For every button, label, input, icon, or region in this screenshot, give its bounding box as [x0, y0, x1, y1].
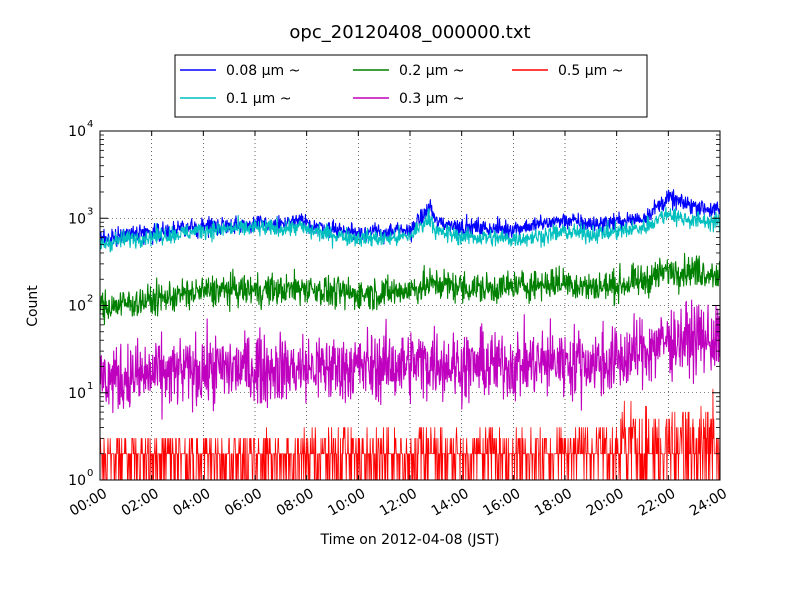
legend: 0.08 μm ~ 0.1 μm ~ 0.2 μm ~ 0.3 μm ~ 0.5 μm …: [174, 54, 648, 118]
y-tick-exponent: 0: [87, 468, 93, 479]
series-line: [100, 299, 720, 420]
legend-label: 0.2 μm ~: [399, 63, 464, 79]
y-tick-base: 10: [68, 211, 86, 227]
chart-title: opc_20120408_000000.txt: [289, 22, 530, 43]
legend-item: 0.5 μm ~: [512, 63, 623, 79]
legend-label: 0.5 μm ~: [558, 63, 623, 79]
legend-item: 0.3 μm ~: [353, 91, 464, 107]
legend-item: 0.08 μm ~: [180, 63, 300, 79]
y-tick-base: 10: [68, 299, 86, 315]
axis-ticks: [99, 130, 721, 481]
legend-box: [174, 54, 648, 118]
x-axis-label: Time on 2012-04-08 (JST): [320, 532, 500, 548]
y-tick-label: 10 0: [68, 468, 93, 489]
series-line: [100, 388, 720, 480]
legend-label: 0.08 μm ~: [226, 63, 300, 79]
y-tick-base: 10: [68, 473, 86, 489]
legend-label: 0.3 μm ~: [399, 91, 464, 107]
y-tick-label: 10 3: [68, 206, 93, 227]
legend-item: 0.1 μm ~: [180, 91, 291, 107]
y-tick-label: 10 4: [68, 119, 93, 140]
legend-item: 0.2 μm ~: [353, 63, 464, 79]
y-tick-base: 10: [68, 386, 86, 402]
y-tick-exponent: 3: [87, 206, 93, 217]
y-tick-exponent: 4: [87, 119, 93, 130]
series-line: [100, 206, 720, 253]
y-tick-exponent: 2: [87, 294, 93, 305]
legend-label: 0.1 μm ~: [226, 91, 291, 107]
series-layer: [100, 189, 720, 480]
y-tick-base: 10: [68, 124, 86, 140]
y-tick-label: 10 2: [68, 294, 93, 315]
series-line: [100, 252, 720, 326]
series-line: [100, 189, 720, 249]
y-tick-label: 10 1: [68, 381, 93, 402]
y-tick-exponent: 1: [87, 381, 93, 392]
y-axis-label: Count: [25, 285, 41, 327]
